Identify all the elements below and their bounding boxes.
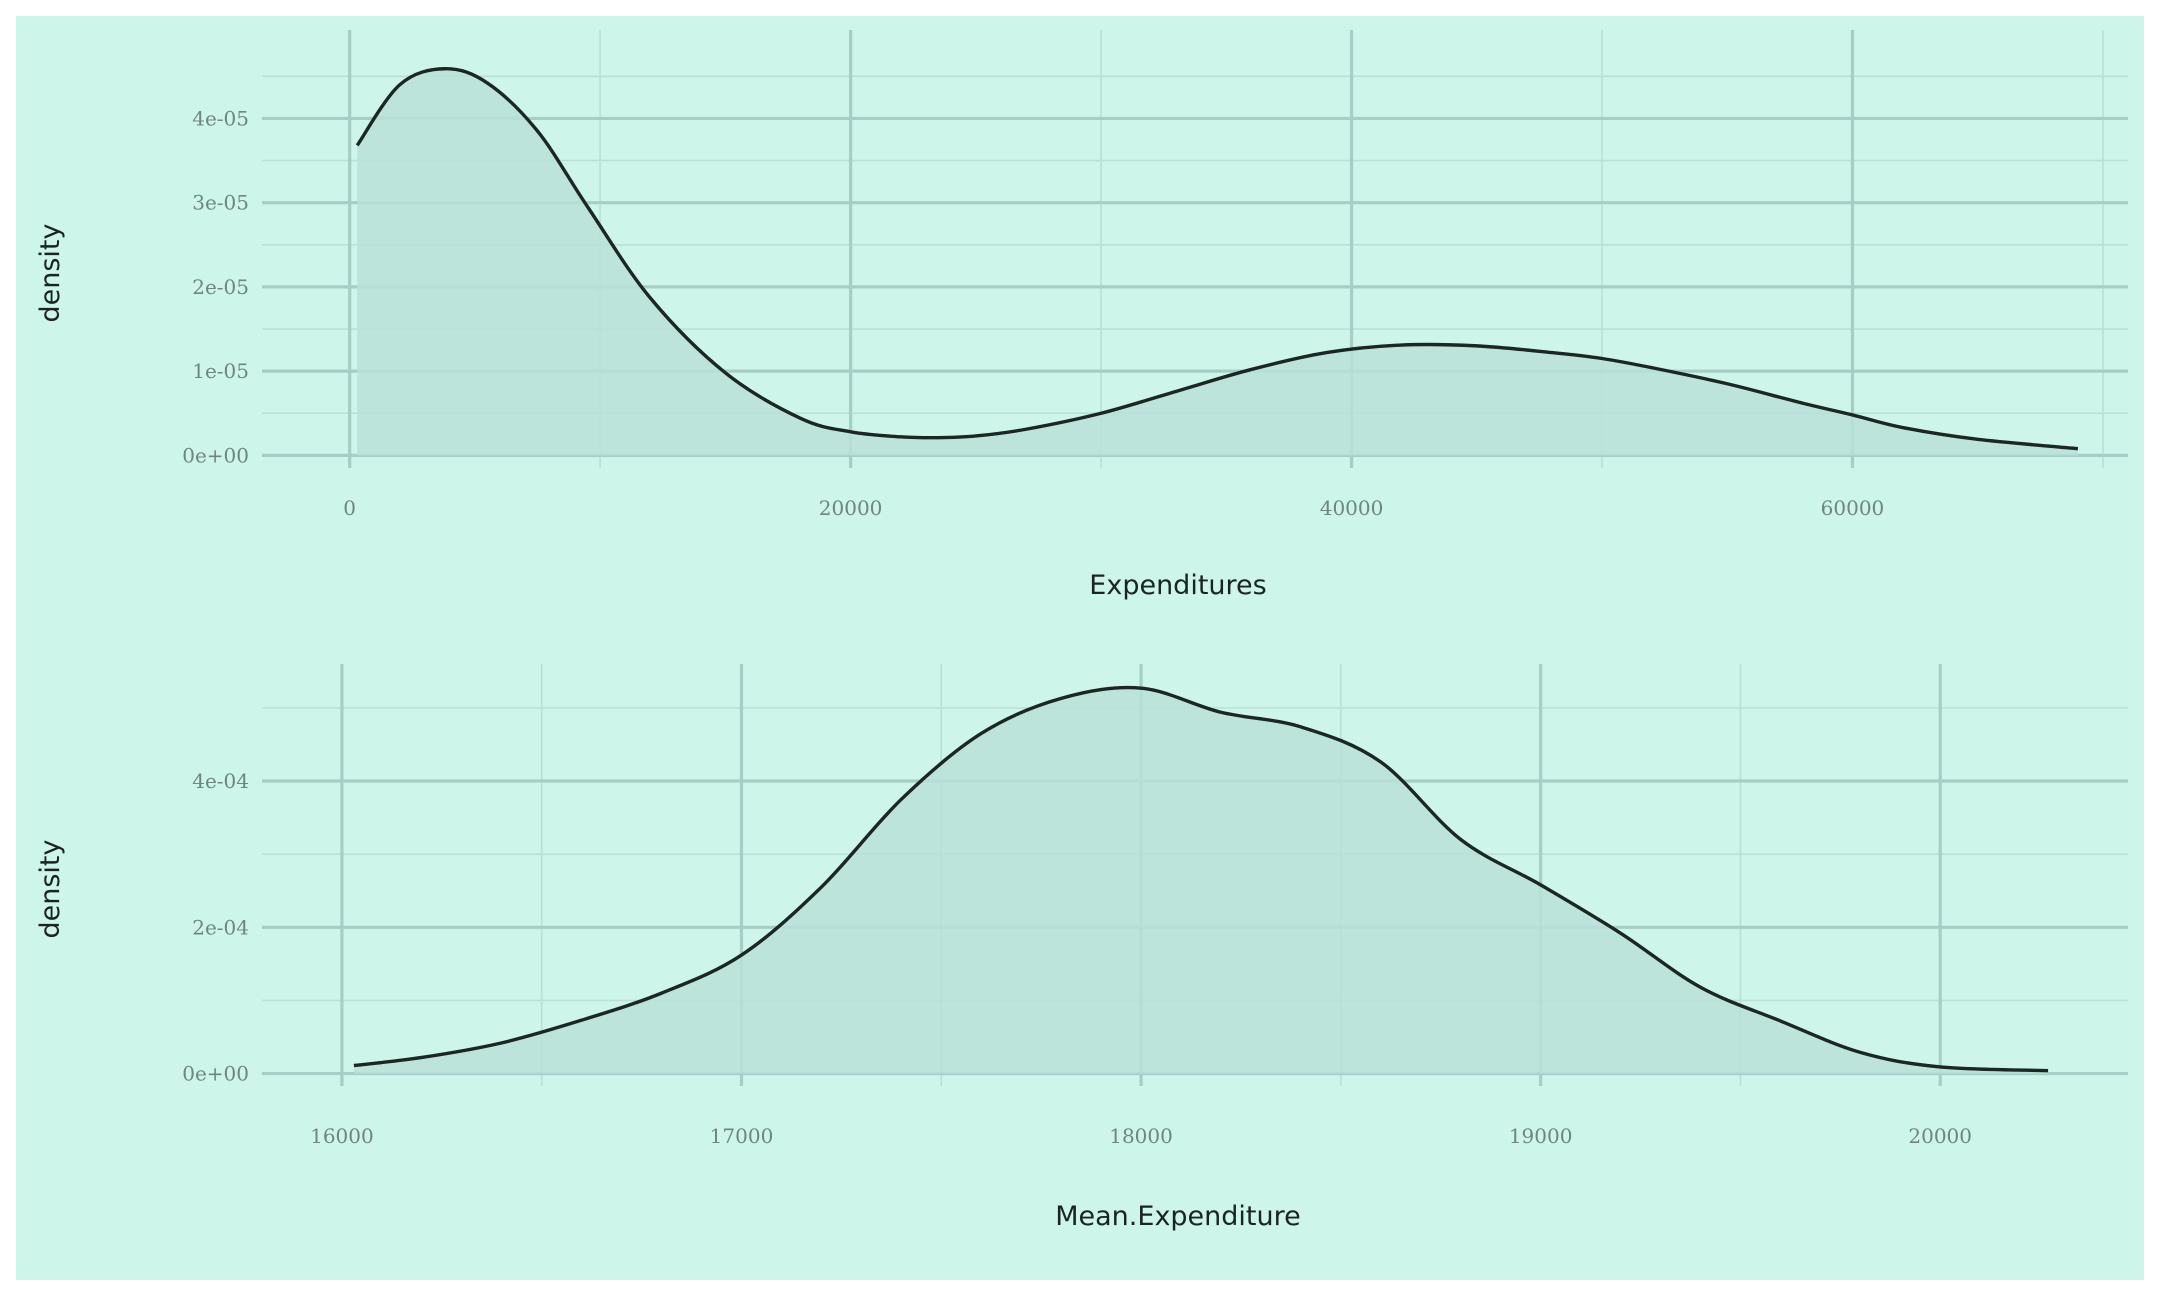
density-panel-1: 0 20000 40000 60000 0e+00 1e-05 2e-05 3e-05 4e-0… [35,30,2128,601]
x-tick-label: 0 [343,496,356,520]
x-tick-label: 20000 [1908,1124,1972,1148]
density-area [357,68,2078,456]
y-axis-title: density [35,223,66,322]
density-line [355,67,2079,451]
y-tick-label: 2e-05 [192,275,249,299]
x-tick-label: 20000 [819,496,883,520]
density-panel-2: 16000 17000 18000 19000 20000 0e+00 2e-04 4e-04… [35,664,2128,1232]
x-axis-title: Mean.Expenditure [1055,1201,1301,1232]
density-line [353,685,2049,1073]
figure-background: 0 20000 40000 60000 0e+00 1e-05 2e-05 3e-05 4e-0… [16,16,2144,1280]
x-tick-label: 17000 [710,1124,774,1148]
x-tick-label: 19000 [1509,1124,1573,1148]
density-charts: 0 20000 40000 60000 0e+00 1e-05 2e-05 3e-05 4e-0… [35,30,2128,1232]
x-tick-label: 16000 [310,1124,374,1148]
y-tick-label: 3e-05 [192,191,249,215]
x-axis-title: Expenditures [1089,570,1266,601]
y-tick-label: 0e+00 [182,1062,249,1086]
x-tick-label: 40000 [1320,496,1384,520]
y-axis-title: density [35,839,66,938]
x-tick-label: 18000 [1109,1124,1173,1148]
y-tick-label: 2e-04 [192,915,249,939]
y-tick-label: 4e-04 [192,769,249,793]
x-tick-label: 60000 [1821,496,1885,520]
density-area [353,687,2049,1074]
y-tick-label: 4e-05 [192,106,249,130]
y-tick-label: 1e-05 [192,359,249,383]
y-tick-label: 0e+00 [182,443,249,467]
